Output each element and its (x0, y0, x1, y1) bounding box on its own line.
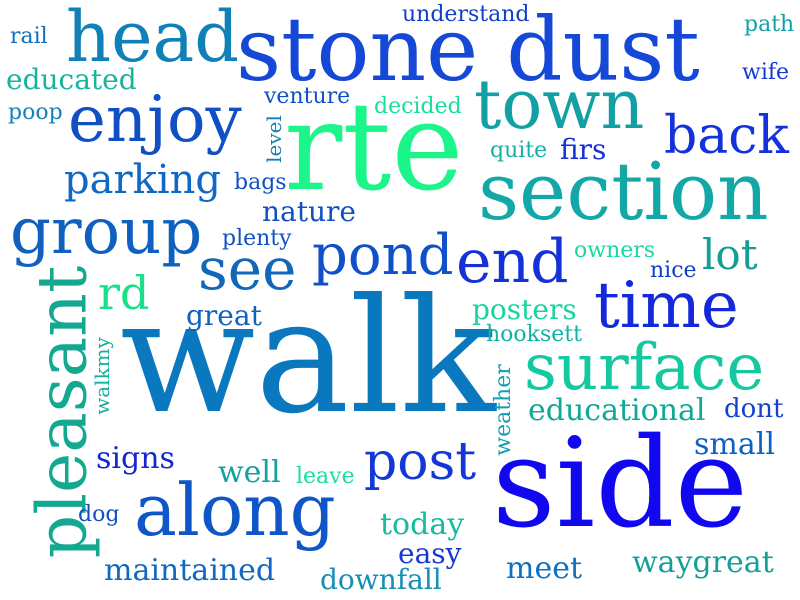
word-meet: meet (506, 551, 583, 586)
word-hooksett: hooksett (486, 322, 582, 347)
word-maintained: maintained (104, 553, 276, 588)
word-wife: wife (742, 60, 790, 85)
word-walk: walk (120, 265, 496, 449)
word-path: path (744, 12, 795, 37)
word-time: time (594, 269, 739, 343)
word-waygreat: waygreat (632, 545, 774, 580)
word-along: along (134, 468, 336, 552)
word-dont: dont (724, 394, 784, 424)
word-stone-dust: stone dust (236, 0, 700, 101)
word-decided: decided (374, 94, 462, 119)
word-great: great (186, 299, 262, 332)
word-rail: rail (10, 24, 48, 49)
word-level: level (261, 115, 286, 163)
word-bags: bags (234, 170, 287, 195)
word-plenty: plenty (222, 226, 292, 251)
word-dog: dog (78, 502, 120, 527)
word-group: group (10, 195, 203, 269)
word-downfall: downfall (320, 563, 442, 596)
word-poop: poop (8, 100, 63, 125)
word-side: side (492, 412, 749, 556)
word-easy: easy (398, 537, 462, 570)
word-owners: owners (574, 238, 656, 263)
word-posters: posters (472, 293, 577, 326)
word-parking: parking (64, 157, 221, 203)
word-understand: understand (402, 2, 530, 27)
word-leave: leave (296, 464, 355, 489)
word-lot: lot (702, 230, 758, 279)
word-back: back (664, 106, 789, 166)
word-surface: surface (524, 331, 765, 405)
word-well: well (218, 455, 281, 490)
word-nature: nature (262, 195, 356, 228)
word-quite: quite (490, 138, 548, 163)
word-nice: nice (650, 258, 697, 283)
word-rte: rte (284, 76, 464, 218)
word-enjoy: enjoy (68, 83, 242, 157)
word-small: small (694, 427, 775, 462)
word-post: post (364, 432, 477, 492)
word-head: head (66, 0, 240, 78)
word-town: town (474, 66, 645, 145)
word-rd: rd (98, 266, 150, 320)
word-pond: pond (312, 223, 454, 288)
word-walkmy: walkmy (89, 337, 114, 415)
word-signs: signs (96, 441, 175, 476)
word-section: section (478, 145, 769, 238)
word-weather: weather (490, 364, 516, 456)
word-educated: educated (6, 63, 137, 96)
word-venture: venture (264, 84, 351, 109)
word-firs: firs (560, 133, 607, 166)
word-end: end (456, 227, 569, 297)
word-see: see (198, 235, 297, 303)
word-educational: educational (528, 393, 706, 428)
word-today: today (380, 507, 465, 542)
